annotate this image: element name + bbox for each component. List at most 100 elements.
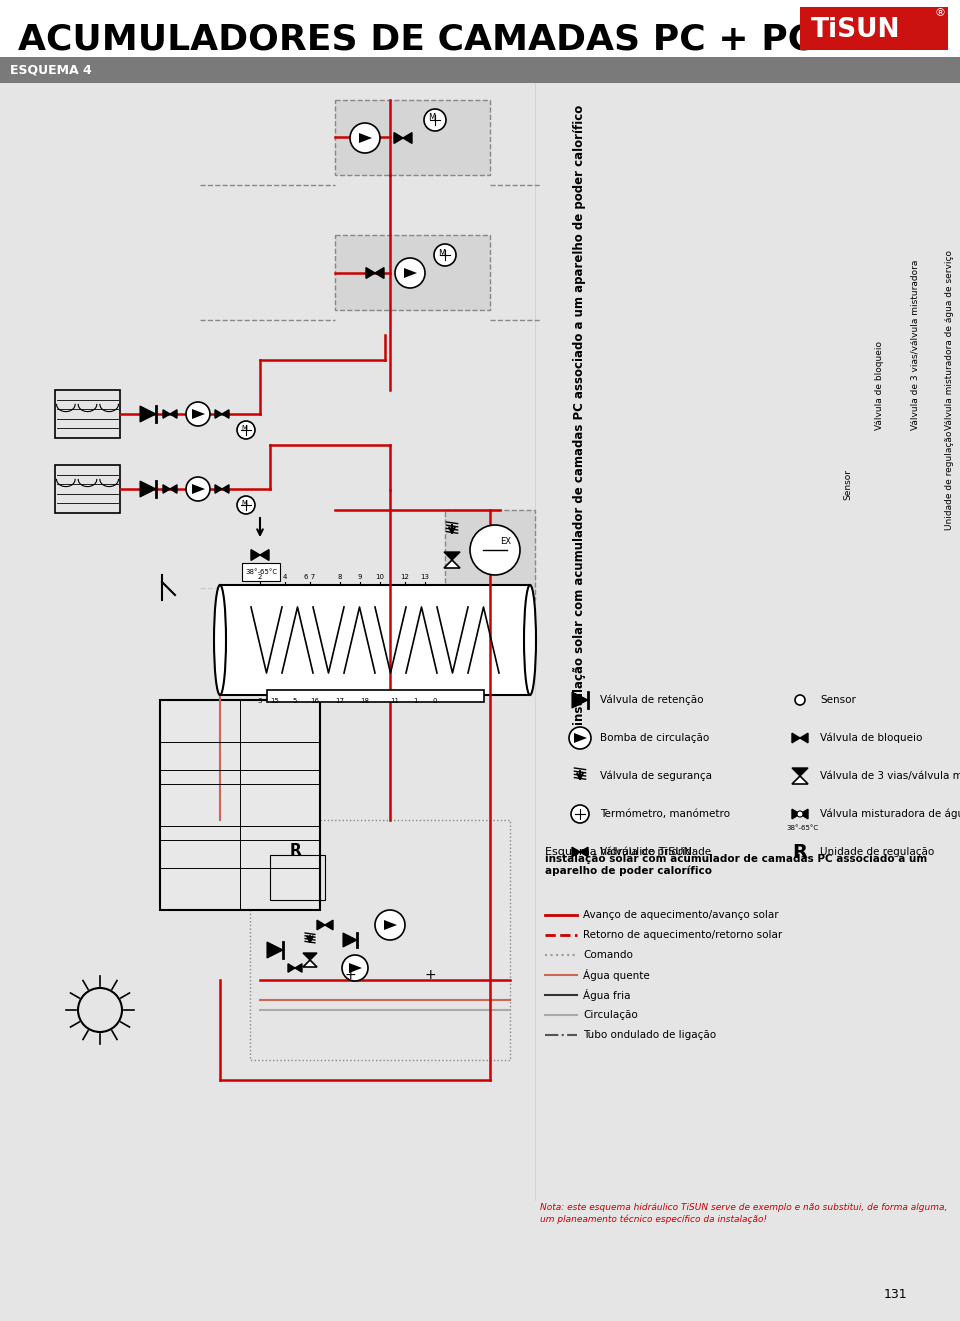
Text: 16: 16 bbox=[310, 697, 320, 704]
Text: Nota: este esquema hidráulico TiSUN serve de exemplo e não substitui, de forma a: Nota: este esquema hidráulico TiSUN serv… bbox=[540, 1203, 948, 1223]
Text: Unidade de regulação: Unidade de regulação bbox=[820, 847, 934, 857]
Circle shape bbox=[186, 477, 210, 501]
Polygon shape bbox=[170, 410, 177, 419]
Text: Válvula de bloqueio: Válvula de bloqueio bbox=[820, 733, 923, 744]
Text: 11: 11 bbox=[391, 697, 399, 704]
Polygon shape bbox=[295, 964, 302, 972]
Text: 18: 18 bbox=[361, 697, 370, 704]
Text: 9: 9 bbox=[358, 575, 362, 580]
Text: 15: 15 bbox=[271, 697, 279, 704]
Ellipse shape bbox=[214, 585, 226, 695]
Text: 3: 3 bbox=[257, 697, 262, 704]
Polygon shape bbox=[215, 410, 222, 419]
Polygon shape bbox=[317, 921, 325, 930]
Text: Sensor: Sensor bbox=[820, 695, 856, 705]
Bar bbox=[800, 7, 948, 50]
Polygon shape bbox=[222, 410, 229, 419]
Text: Válvula de prioridade: Válvula de prioridade bbox=[600, 847, 711, 857]
Polygon shape bbox=[574, 733, 587, 742]
Text: +: + bbox=[345, 968, 356, 982]
Bar bbox=[270, 855, 325, 900]
Text: M: M bbox=[428, 114, 436, 123]
Circle shape bbox=[569, 727, 591, 749]
Text: 6 7: 6 7 bbox=[304, 575, 316, 580]
Polygon shape bbox=[325, 921, 333, 930]
Circle shape bbox=[342, 955, 368, 982]
Polygon shape bbox=[288, 964, 295, 972]
Text: Válvula de retenção: Válvula de retenção bbox=[600, 695, 704, 705]
Circle shape bbox=[186, 402, 210, 425]
Polygon shape bbox=[800, 810, 808, 819]
Text: 4: 4 bbox=[283, 575, 287, 580]
Bar bbox=[445, 510, 535, 600]
Text: Esquema hidráulico TiSUN:: Esquema hidráulico TiSUN: bbox=[545, 847, 695, 857]
Text: Retorno de aquecimento/retorno solar: Retorno de aquecimento/retorno solar bbox=[583, 930, 782, 941]
Polygon shape bbox=[251, 550, 260, 560]
Polygon shape bbox=[366, 268, 375, 279]
Text: TiSUN: TiSUN bbox=[811, 17, 900, 44]
Polygon shape bbox=[163, 485, 170, 493]
Text: Válvula misturadora de água de serviço: Válvula misturadora de água de serviço bbox=[946, 250, 954, 431]
Text: 8: 8 bbox=[338, 575, 343, 580]
Text: +: + bbox=[424, 968, 436, 982]
Polygon shape bbox=[572, 847, 580, 857]
Text: Comando: Comando bbox=[583, 950, 633, 960]
Ellipse shape bbox=[524, 585, 536, 695]
Polygon shape bbox=[800, 733, 808, 742]
Polygon shape bbox=[375, 268, 384, 279]
Circle shape bbox=[237, 495, 255, 514]
Text: 12: 12 bbox=[400, 575, 409, 580]
Bar bbox=[160, 700, 320, 910]
Polygon shape bbox=[444, 552, 460, 560]
Polygon shape bbox=[192, 410, 205, 419]
Text: 131: 131 bbox=[883, 1288, 907, 1301]
Circle shape bbox=[434, 244, 456, 266]
Polygon shape bbox=[403, 132, 412, 144]
Bar bbox=[242, 563, 280, 581]
Polygon shape bbox=[303, 960, 317, 967]
Text: M: M bbox=[439, 248, 445, 258]
Text: EX: EX bbox=[500, 538, 511, 547]
Text: instalação solar com acumulador de camadas PC associado a um aparelho de poder c: instalação solar com acumulador de camad… bbox=[573, 104, 587, 725]
Polygon shape bbox=[303, 952, 317, 960]
Text: 10: 10 bbox=[375, 575, 385, 580]
Polygon shape bbox=[394, 132, 403, 144]
Bar bbox=[0, 57, 960, 83]
Polygon shape bbox=[163, 410, 170, 419]
Text: M: M bbox=[241, 425, 247, 431]
Text: 1: 1 bbox=[413, 697, 418, 704]
Text: Válvula de 3 vias/válvula misturadora: Válvula de 3 vias/válvula misturadora bbox=[820, 771, 960, 781]
Polygon shape bbox=[359, 133, 372, 143]
Polygon shape bbox=[260, 550, 269, 560]
Polygon shape bbox=[170, 485, 177, 493]
Text: R: R bbox=[290, 843, 301, 859]
Text: Válvula de segurança: Válvula de segurança bbox=[600, 770, 712, 781]
Text: instalação solar com acumulador de camadas PC associado a um aparelho de poder c: instalação solar com acumulador de camad… bbox=[545, 853, 927, 876]
Text: Circulação: Circulação bbox=[583, 1011, 637, 1020]
Polygon shape bbox=[140, 481, 156, 497]
Text: Válvula misturadora de água de serviço: Válvula misturadora de água de serviço bbox=[820, 808, 960, 819]
Bar bbox=[55, 465, 120, 513]
Polygon shape bbox=[444, 560, 460, 568]
Polygon shape bbox=[215, 485, 222, 493]
Circle shape bbox=[470, 524, 520, 575]
Text: Válvula de bloqueio: Válvula de bloqueio bbox=[876, 341, 884, 431]
Bar bbox=[0, 0, 960, 57]
Text: Termómetro, manómetro: Termómetro, manómetro bbox=[600, 808, 730, 819]
Text: 2: 2 bbox=[258, 575, 262, 580]
Polygon shape bbox=[792, 810, 800, 819]
Circle shape bbox=[797, 811, 803, 816]
Bar bbox=[55, 390, 120, 439]
Text: 0: 0 bbox=[433, 697, 437, 704]
Text: Tubo ondulado de ligação: Tubo ondulado de ligação bbox=[583, 1030, 716, 1040]
Text: 38°-65°C: 38°-65°C bbox=[786, 826, 818, 831]
Bar bbox=[335, 100, 490, 174]
Text: 17: 17 bbox=[335, 697, 345, 704]
Circle shape bbox=[795, 695, 805, 705]
Bar bbox=[220, 585, 530, 695]
Text: Avanço de aquecimento/avanço solar: Avanço de aquecimento/avanço solar bbox=[583, 910, 779, 919]
Bar bbox=[267, 690, 484, 701]
Text: 5: 5 bbox=[293, 697, 298, 704]
Circle shape bbox=[237, 421, 255, 439]
Polygon shape bbox=[140, 406, 156, 421]
